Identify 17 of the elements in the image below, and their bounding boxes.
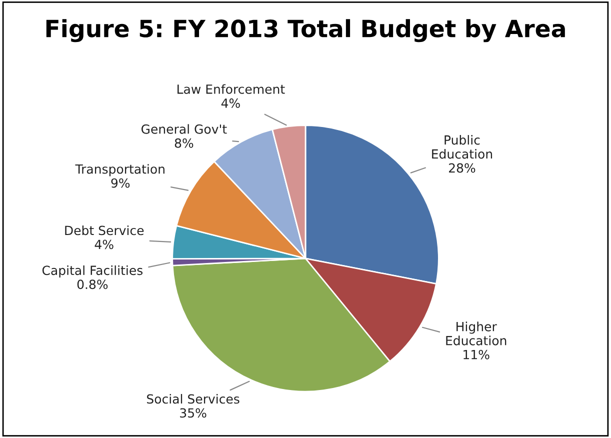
- slice-label: Debt Service: [65, 225, 144, 236]
- data-label: 4%: [221, 98, 240, 108]
- data-label: 8%: [174, 138, 194, 148]
- slice-label: Capital Facilities: [42, 265, 143, 278]
- data-label: 28%: [448, 163, 476, 173]
- slice-label: Higher Education: [446, 322, 506, 346]
- slice-label: General Gov't: [141, 124, 227, 134]
- data-label: 4%: [94, 240, 114, 250]
- data-label: 0.8%: [77, 280, 108, 290]
- slice-label: Transportation: [75, 164, 164, 176]
- slice-label: Social Services: [147, 394, 240, 404]
- data-label: 35%: [180, 408, 206, 418]
- chart-title: Figure 5: FY 2013 Total Budget by Area: [46, 19, 565, 42]
- slice-label: Law Enforcement: [178, 84, 285, 94]
- data-label: 11%: [464, 350, 490, 360]
- slice-label: Public Education: [432, 135, 492, 159]
- data-label: 9%: [111, 178, 130, 188]
